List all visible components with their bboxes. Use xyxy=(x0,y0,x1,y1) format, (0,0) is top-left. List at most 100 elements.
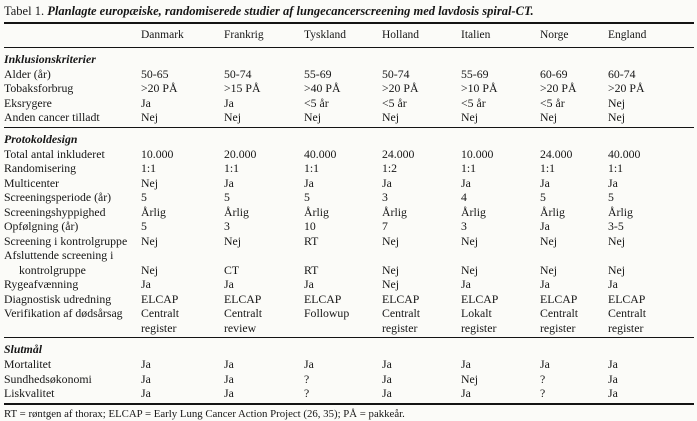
table-cell xyxy=(304,321,382,336)
row-label: Anden cancer tilladt xyxy=(4,110,100,124)
table-cell: Årlig xyxy=(141,204,166,219)
table-cell: 5 xyxy=(608,190,614,204)
table-cell: Nej xyxy=(224,110,242,124)
table-cell: Årlig xyxy=(461,204,486,219)
table-cell: 20.000 xyxy=(224,146,257,161)
table-cell xyxy=(608,248,694,263)
table-row: Randomisering 1:1 1:1 1:1 1:2 1:1 1:1 1:1 xyxy=(4,161,694,176)
table-cell: Ja xyxy=(540,219,550,233)
table-cell: Nej xyxy=(224,233,242,248)
table-cell: register xyxy=(141,320,177,335)
table-number-label: Tabel 1. xyxy=(4,4,45,18)
table-cell: 10.000 xyxy=(141,146,174,161)
table-cell: Ja xyxy=(382,175,392,190)
table-cell: Centralt xyxy=(382,306,421,320)
table-cell: Ja xyxy=(540,175,550,190)
row-label-cell: Verifikation af dødsårsag xyxy=(4,306,141,321)
section-heading: Inklusionskriterier xyxy=(4,51,96,66)
table-cell: Ja xyxy=(141,371,151,386)
row-label-cell: Eksrygere xyxy=(4,96,141,111)
table-cell: Ja xyxy=(461,277,471,291)
row-label-cell: Rygeafvænning xyxy=(4,277,141,292)
column-header: Tyskland xyxy=(304,29,346,41)
table-cell: review xyxy=(224,320,257,335)
table-cell: ? xyxy=(540,371,546,386)
dot-leader xyxy=(116,191,134,201)
row-label-cell: Sundhedsøkonomi xyxy=(4,372,141,387)
dot-leader xyxy=(56,96,134,107)
table-cell xyxy=(382,248,461,263)
table-cell: ELCAP xyxy=(224,291,262,306)
table-section: Protokoldesign Total antal inkluderet 10.0… xyxy=(4,126,694,338)
table-body: Inklusionskriterier Alder (år) 50-65 50-74 5… xyxy=(4,48,694,403)
row-label: Screeningshyppighed xyxy=(4,204,106,219)
table-cell: Ja xyxy=(540,357,550,371)
dot-leader xyxy=(132,234,134,245)
table-cell: ELCAP xyxy=(141,291,179,306)
dot-leader xyxy=(110,205,134,216)
table-cell: Nej xyxy=(382,277,400,291)
table-cell: ? xyxy=(304,386,310,400)
table-cell: 50-74 xyxy=(382,66,410,81)
table-cell: 10.000 xyxy=(461,146,494,161)
dot-leader xyxy=(55,67,134,78)
table-row: Rygeafvænning Ja Ja Ja Nej Ja Ja Ja xyxy=(4,277,694,292)
table-cell: Årlig xyxy=(540,204,565,219)
table-cell: >20 PÅ xyxy=(540,81,577,95)
table-cell: Nej xyxy=(461,233,479,248)
table-cell: Ja xyxy=(224,357,234,371)
table-cell: 5 xyxy=(141,219,147,233)
table-cell: Nej xyxy=(540,233,558,248)
row-label: Screeningsperiode (år) xyxy=(4,190,112,204)
table-cell: Ja xyxy=(141,357,151,371)
table-cell: Nej xyxy=(382,233,400,248)
table-cell: Ja xyxy=(224,175,234,190)
table-row: Verifikation af dødsårsag Centralt Central… xyxy=(4,306,694,321)
table-cell: 4 xyxy=(461,190,467,204)
table-row: Eksrygere Ja Ja <5 år <5 år <5 år <5 år Nej xyxy=(4,96,694,111)
dot-leader xyxy=(109,147,134,158)
table-row: Tobaksforbrug >20 PÅ >15 PÅ >40 PÅ >20 PÅ >10… xyxy=(4,81,694,96)
table-cell: >10 PÅ xyxy=(461,81,498,95)
header-rule xyxy=(4,46,694,48)
row-label: Mortalitet xyxy=(4,357,52,371)
table-title: Tabel 1. Planlagte europæiske, randomise… xyxy=(4,3,694,22)
dot-leader xyxy=(104,111,134,121)
table-cell: 1:1 xyxy=(224,161,240,175)
table-cell: ? xyxy=(304,371,310,386)
section-heading: Slutmål xyxy=(4,342,43,356)
table-cell: Årlig xyxy=(608,204,633,219)
table-cell: RT xyxy=(304,233,319,248)
table-cell: Nej xyxy=(540,262,558,277)
table-cell: 60-69 xyxy=(540,66,568,81)
table-row: Mortalitet Ja Ja Ja Ja Ja Ja Ja xyxy=(4,357,694,372)
table-cell xyxy=(304,248,382,263)
table-section: Slutmål Mortalitet Ja Ja Ja Ja Ja Ja Ja Sundhedsø… xyxy=(4,337,694,403)
table-cell: 7 xyxy=(382,219,388,233)
row-label-cell xyxy=(4,321,141,336)
table-cell: ? xyxy=(540,386,546,400)
column-header-row: Danmark Frankrig Tyskland Holland Italien Nor… xyxy=(4,24,694,47)
table-cell: 55-69 xyxy=(461,66,489,81)
table-cell: Nej xyxy=(382,262,400,277)
table-cell: 3 xyxy=(461,219,467,233)
column-header: Danmark xyxy=(141,29,184,41)
table-cell: Ja xyxy=(141,386,151,400)
table-cell: Nej xyxy=(382,110,400,124)
row-label-cell: Screeningshyppighed xyxy=(4,205,141,220)
table-cell: Nej xyxy=(461,371,479,386)
table-cell: 1:1 xyxy=(608,161,624,175)
table-cell: 5 xyxy=(141,190,147,204)
row-label: Opfølgning (år) xyxy=(4,219,79,233)
table-cell: 60-74 xyxy=(608,66,636,81)
table-cell: Centralt xyxy=(540,306,579,320)
dot-leader xyxy=(83,220,134,230)
row-label-cell: Mortalitet xyxy=(4,357,141,372)
table-cell xyxy=(141,248,224,263)
row-label-cell: kontrolgruppe xyxy=(4,263,141,278)
table-cell xyxy=(461,248,540,263)
table-cell: Followup xyxy=(304,306,350,320)
table-cell: Ja xyxy=(382,386,392,400)
table-row: Anden cancer tilladt Nej Nej Nej Nej Nej Nej Ne… xyxy=(4,110,694,125)
